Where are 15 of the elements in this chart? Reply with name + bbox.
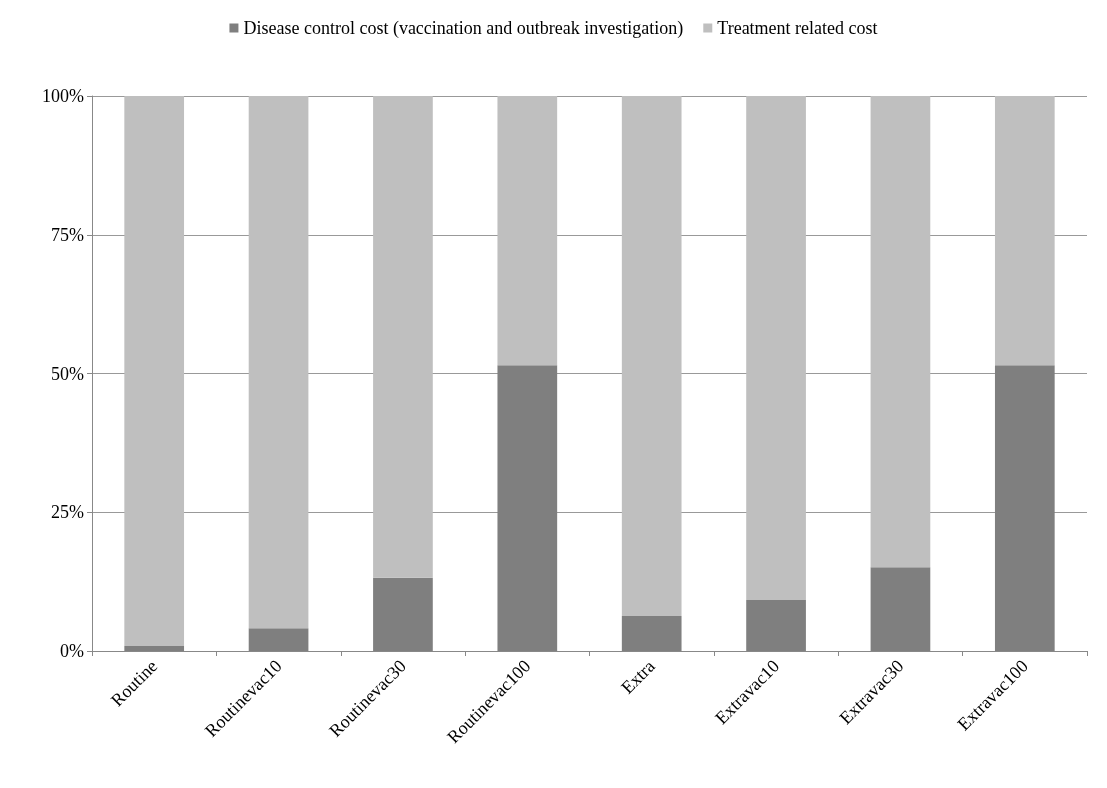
bar xyxy=(621,96,682,617)
bar xyxy=(746,96,806,600)
bar xyxy=(373,96,433,578)
y-tick-label: 0% xyxy=(60,641,84,661)
bar xyxy=(497,96,558,366)
y-tick-label: 50% xyxy=(51,363,84,384)
legend-label: Disease control cost (vaccination and outbreak investigation) xyxy=(243,18,684,39)
y-tick-label: 100% xyxy=(42,86,84,106)
bar xyxy=(248,96,309,629)
bar xyxy=(870,96,931,568)
y-tick-label: 75% xyxy=(51,224,84,245)
legend-label: Treatment related cost xyxy=(717,18,878,38)
bar xyxy=(124,96,185,647)
bar xyxy=(994,96,1055,366)
y-tick-label: 25% xyxy=(51,502,84,523)
